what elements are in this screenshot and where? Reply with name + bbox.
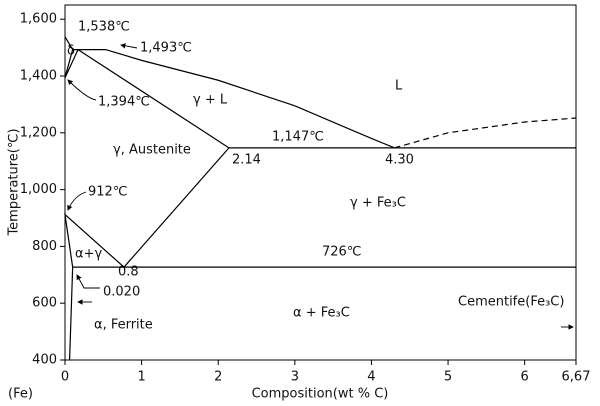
annotation: 0.020 bbox=[103, 285, 140, 300]
x-tick-label: 2 bbox=[214, 370, 222, 385]
phase-boundary bbox=[64, 147, 230, 361]
y-tick-label: 400 bbox=[32, 353, 57, 368]
annotation: 1,394℃ bbox=[98, 95, 150, 110]
arrow bbox=[76, 274, 100, 289]
annotation: γ + L bbox=[193, 93, 228, 108]
x-tick-label: 4 bbox=[367, 370, 375, 385]
x-tick-label: 6 bbox=[521, 370, 529, 385]
annotation: (Fe) bbox=[8, 387, 33, 402]
annotation: δ bbox=[67, 44, 75, 59]
x-tick-label: 5 bbox=[444, 370, 452, 385]
x-tick-label: 0 bbox=[61, 370, 69, 385]
annotation: 912℃ bbox=[88, 185, 127, 200]
y-tick-label: 1,200 bbox=[20, 125, 57, 140]
y-tick-label: 1,000 bbox=[20, 182, 57, 197]
y-tick-label: 600 bbox=[32, 296, 57, 311]
annotation: γ, Austenite bbox=[113, 143, 191, 158]
annotation: Cementife(Fe₃C) bbox=[458, 295, 564, 310]
y-tick-label: 1,600 bbox=[20, 12, 57, 27]
annotation: α, Ferrite bbox=[94, 318, 153, 333]
annotation: γ + Fe₃C bbox=[350, 196, 406, 211]
annotation: 1,538℃ bbox=[78, 20, 130, 35]
annotation: 4.30 bbox=[385, 153, 414, 168]
phase-boundary bbox=[64, 49, 74, 78]
annotation: L bbox=[395, 79, 403, 94]
annotation: α + Fe₃C bbox=[293, 306, 350, 321]
arrow bbox=[120, 43, 138, 49]
y-tick-label: 800 bbox=[32, 239, 57, 254]
annotation: 726℃ bbox=[322, 245, 361, 260]
arrow bbox=[67, 191, 87, 211]
annotation: 1,147℃ bbox=[272, 130, 324, 145]
phase-boundary bbox=[394, 117, 577, 149]
plot-frame bbox=[64, 4, 577, 361]
arrow bbox=[67, 79, 97, 101]
annotation: 2.14 bbox=[232, 153, 261, 168]
annotation: α+γ bbox=[75, 247, 102, 262]
x-tick-label: 1 bbox=[137, 370, 145, 385]
annotation: 0.8 bbox=[118, 265, 139, 280]
phase-boundary bbox=[64, 48, 230, 149]
y-tick-label: 1,400 bbox=[20, 69, 57, 84]
x-axis-label: Composition(wt % C) bbox=[252, 387, 389, 402]
phase-boundary bbox=[64, 36, 395, 149]
y-axis-label: Temperature(℃) bbox=[7, 128, 22, 236]
x-tick-label: 3 bbox=[291, 370, 299, 385]
x-tick-label: 6,67 bbox=[562, 370, 591, 385]
annotation: 1,493℃ bbox=[140, 41, 192, 56]
